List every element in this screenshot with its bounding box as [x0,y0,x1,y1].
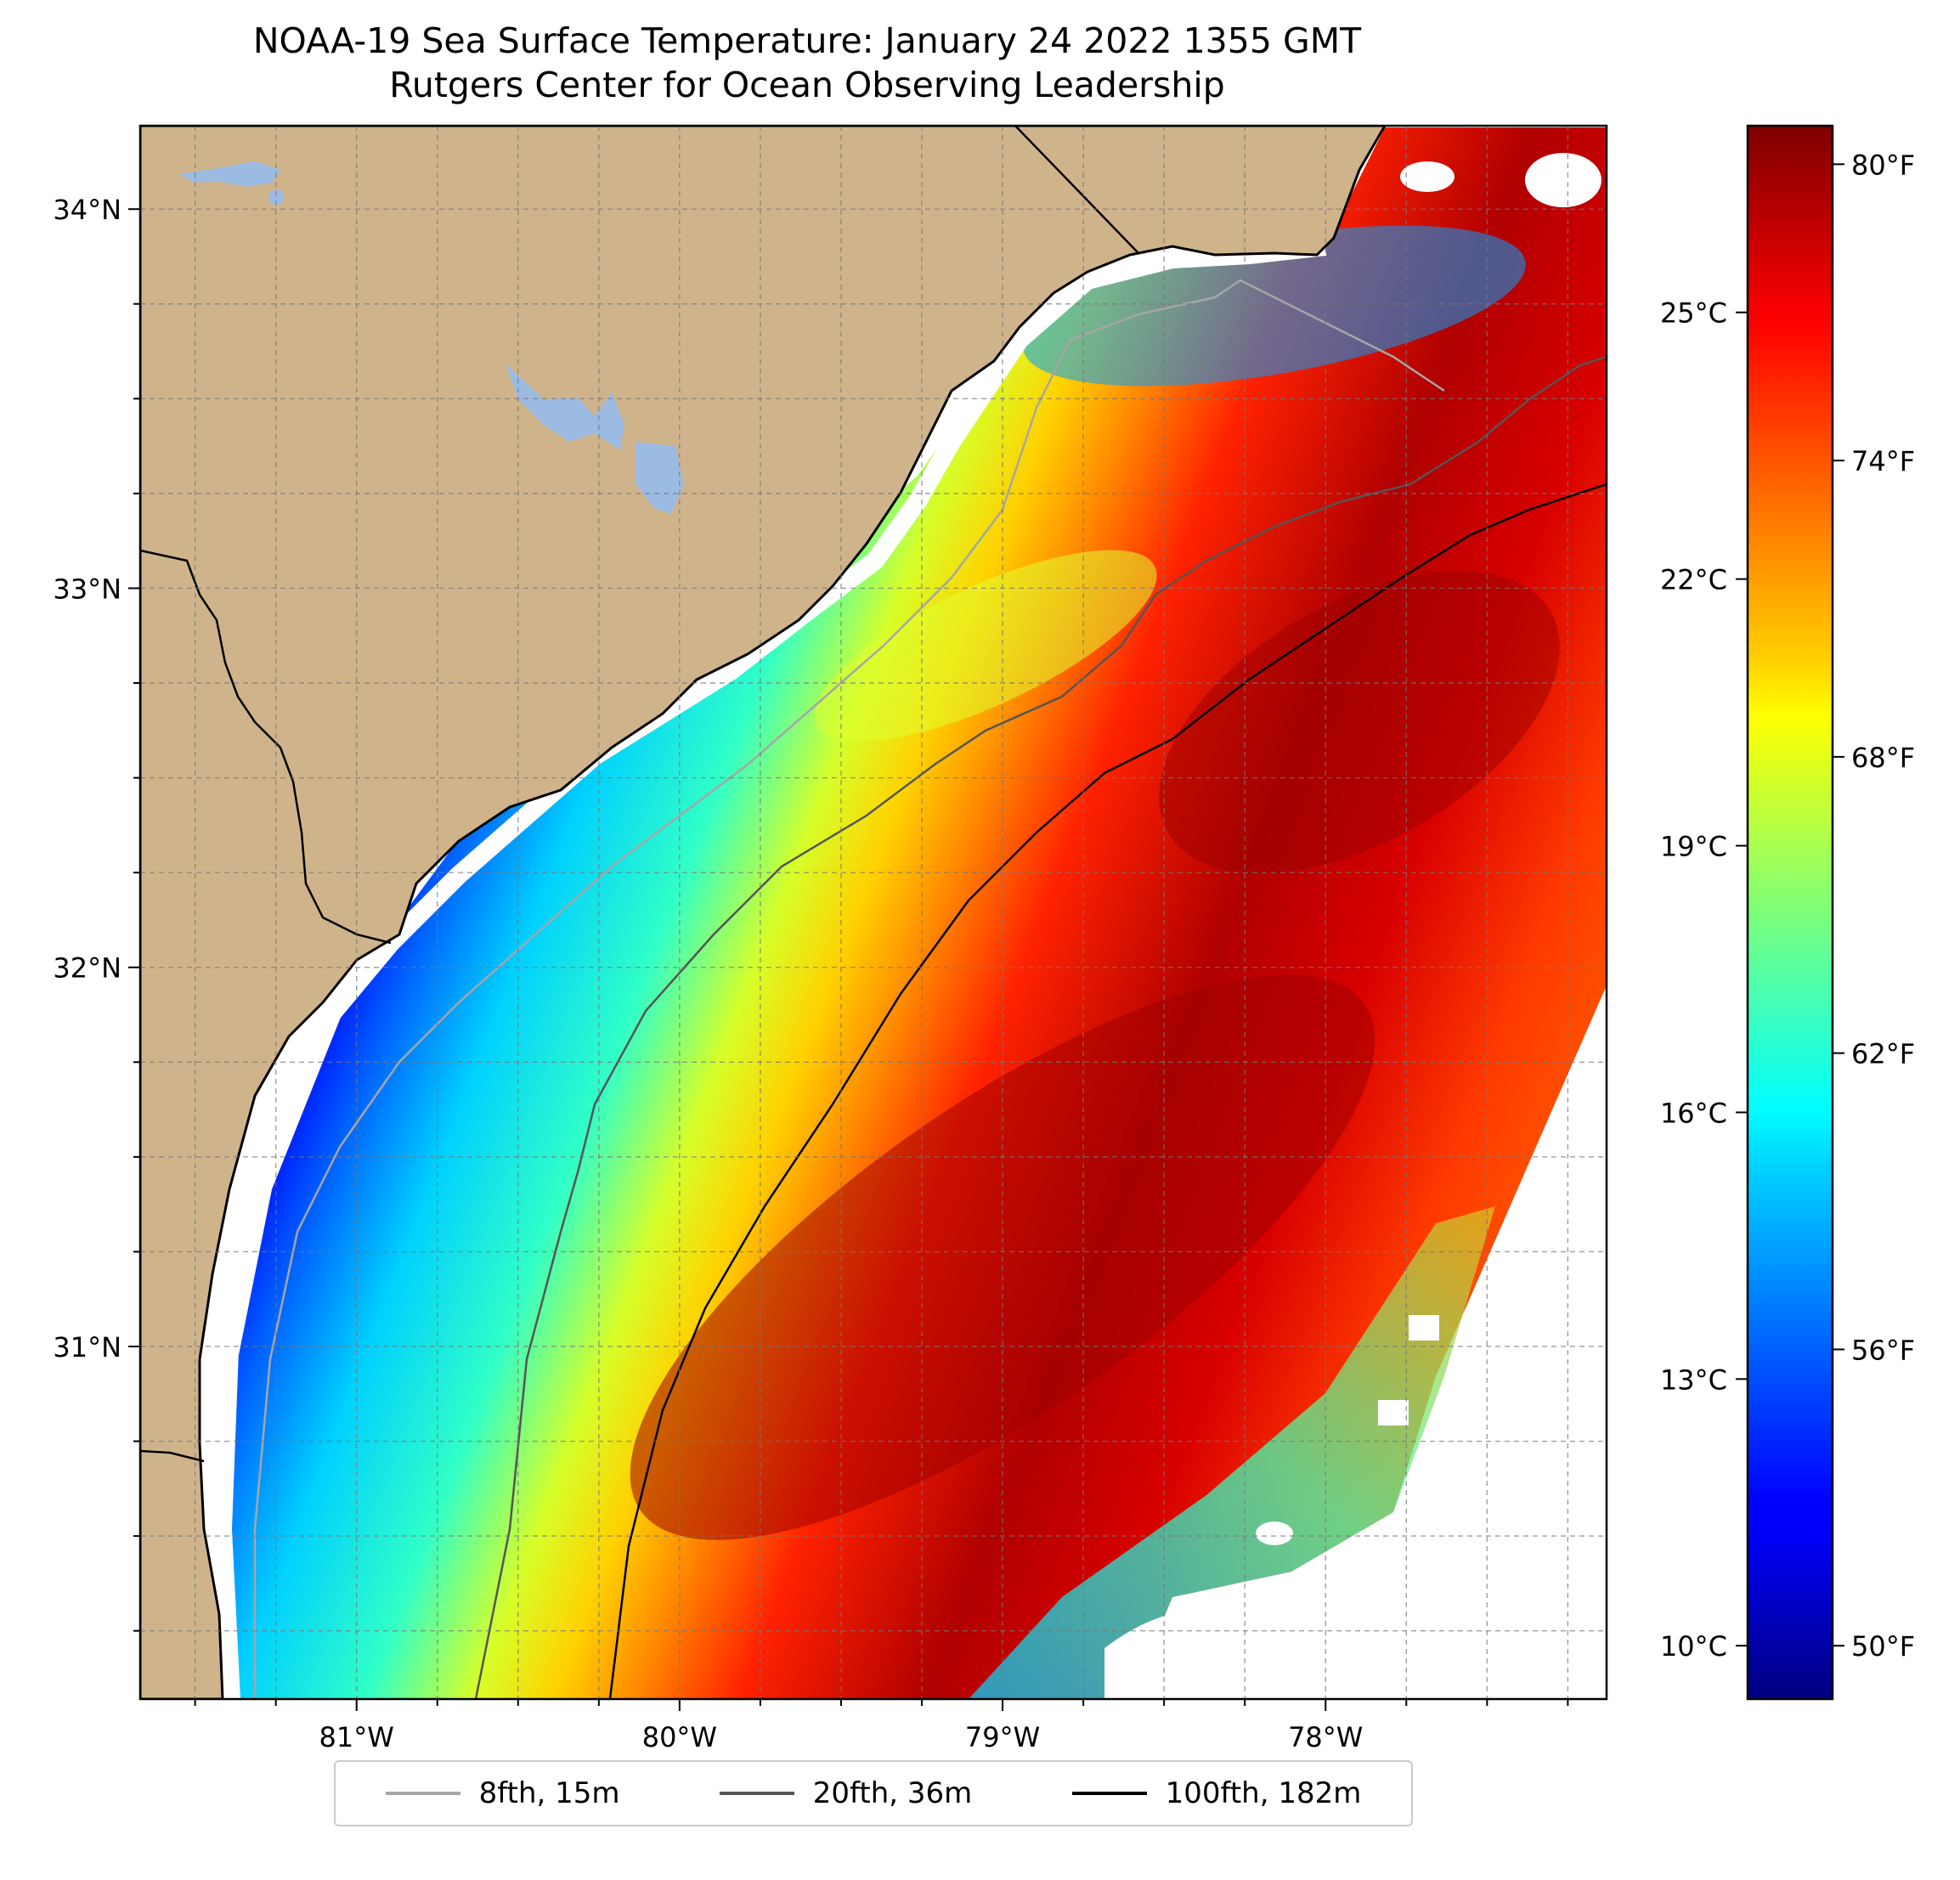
cloud-gap [1409,1315,1439,1341]
colorbar-fahrenheit-tick-label: 62°F [1851,1038,1915,1070]
legend-label-182m: 100fth, 182m [1165,1776,1362,1810]
cloud-gap [1256,1522,1293,1545]
colorbar-celsius-ticks: 10°C 13°C 16°C 19°C 22°C 25°C [1660,297,1748,1663]
cloud-gap [1378,1400,1409,1426]
isobath-36m [474,355,1607,1699]
nc-sc-border [1014,126,1139,254]
cloud-gap [1400,161,1454,192]
y-tick-label: 32°N [53,952,121,985]
colorbar-fahrenheit-tick-label: 56°F [1851,1334,1915,1366]
gridlines [140,126,1607,1699]
ga-fl-border [140,1449,205,1463]
isobath-182m [608,483,1607,1699]
lake-wateree [268,189,284,205]
sst-swath [229,127,1607,1699]
colorbar [1746,124,1834,1701]
y-tick-labels: 31°N 32°N 33°N 34°N [53,194,121,1363]
colorbar-celsius-tick-label: 16°C [1660,1097,1727,1129]
colorbar-fahrenheit-tick-label: 50°F [1851,1630,1915,1663]
cloud-gap [1525,153,1601,207]
land [140,126,1387,1699]
map-title: NOAA-19 Sea Surface Temperature: January… [0,19,1614,107]
x-tick-label: 81°W [319,1721,394,1753]
cool-shelf-water [1023,225,1526,387]
colorbar-celsius-tick-label: 13°C [1660,1363,1727,1396]
legend-item-15m: 8fth, 15m [385,1776,620,1810]
isobath-15m [253,279,1445,1699]
lake-marion [506,364,624,450]
legend-swatch-15m [385,1792,460,1795]
y-tick-label: 31°N [53,1331,121,1363]
colorbar-celsius-tick-label: 10°C [1660,1630,1727,1663]
colorbar-fahrenheit-ticks: 50°F 56°F 62°F 68°F 74°F 80°F [1833,149,1915,1663]
lake-moultrie [635,442,684,514]
isobath-legend: 8fth, 15m 20fth, 36m 100fth, 182m [334,1760,1413,1826]
y-tick-label: 34°N [53,194,121,226]
colorbar-celsius-tick-label: 19°C [1660,831,1727,863]
legend-swatch-36m [719,1792,794,1795]
colorbar-fahrenheit-tick-label: 68°F [1851,742,1915,774]
warm-eddy [1159,571,1560,873]
x-tick-label: 79°W [965,1721,1040,1753]
map-area [140,126,1607,1699]
title-line-1: NOAA-19 Sea Surface Temperature: January… [252,20,1362,61]
colorbar-celsius-tick-label: 25°C [1660,297,1727,330]
colorbar-fahrenheit-tick-label: 80°F [1851,149,1915,181]
x-tick-labels: 81°W 80°W 79°W 78°W [319,1721,1364,1753]
yellow-filament [814,550,1157,742]
y-tick-label: 33°N [53,573,121,605]
legend-label-36m: 20fth, 36m [812,1776,973,1810]
colorbar-celsius-tick-label: 22°C [1660,564,1727,596]
sc-ga-border [140,549,392,945]
map-frame [138,124,1608,1701]
title-line-2: Rutgers Center for Ocean Observing Leade… [389,65,1225,105]
swath-fringe [969,1206,1495,1699]
cloud-gap [1104,1610,1232,1699]
axis-ticks [128,208,1569,1711]
x-tick-label: 78°W [1288,1721,1363,1753]
lake-wateree [178,161,280,187]
legend-item-36m: 20fth, 36m [719,1776,973,1810]
legend-item-182m: 100fth, 182m [1071,1776,1362,1810]
legend-swatch-182m [1071,1792,1147,1795]
x-tick-label: 80°W [642,1721,717,1753]
legend-label-15m: 8fth, 15m [478,1776,620,1810]
colorbar-fahrenheit-tick-label: 74°F [1851,445,1915,477]
